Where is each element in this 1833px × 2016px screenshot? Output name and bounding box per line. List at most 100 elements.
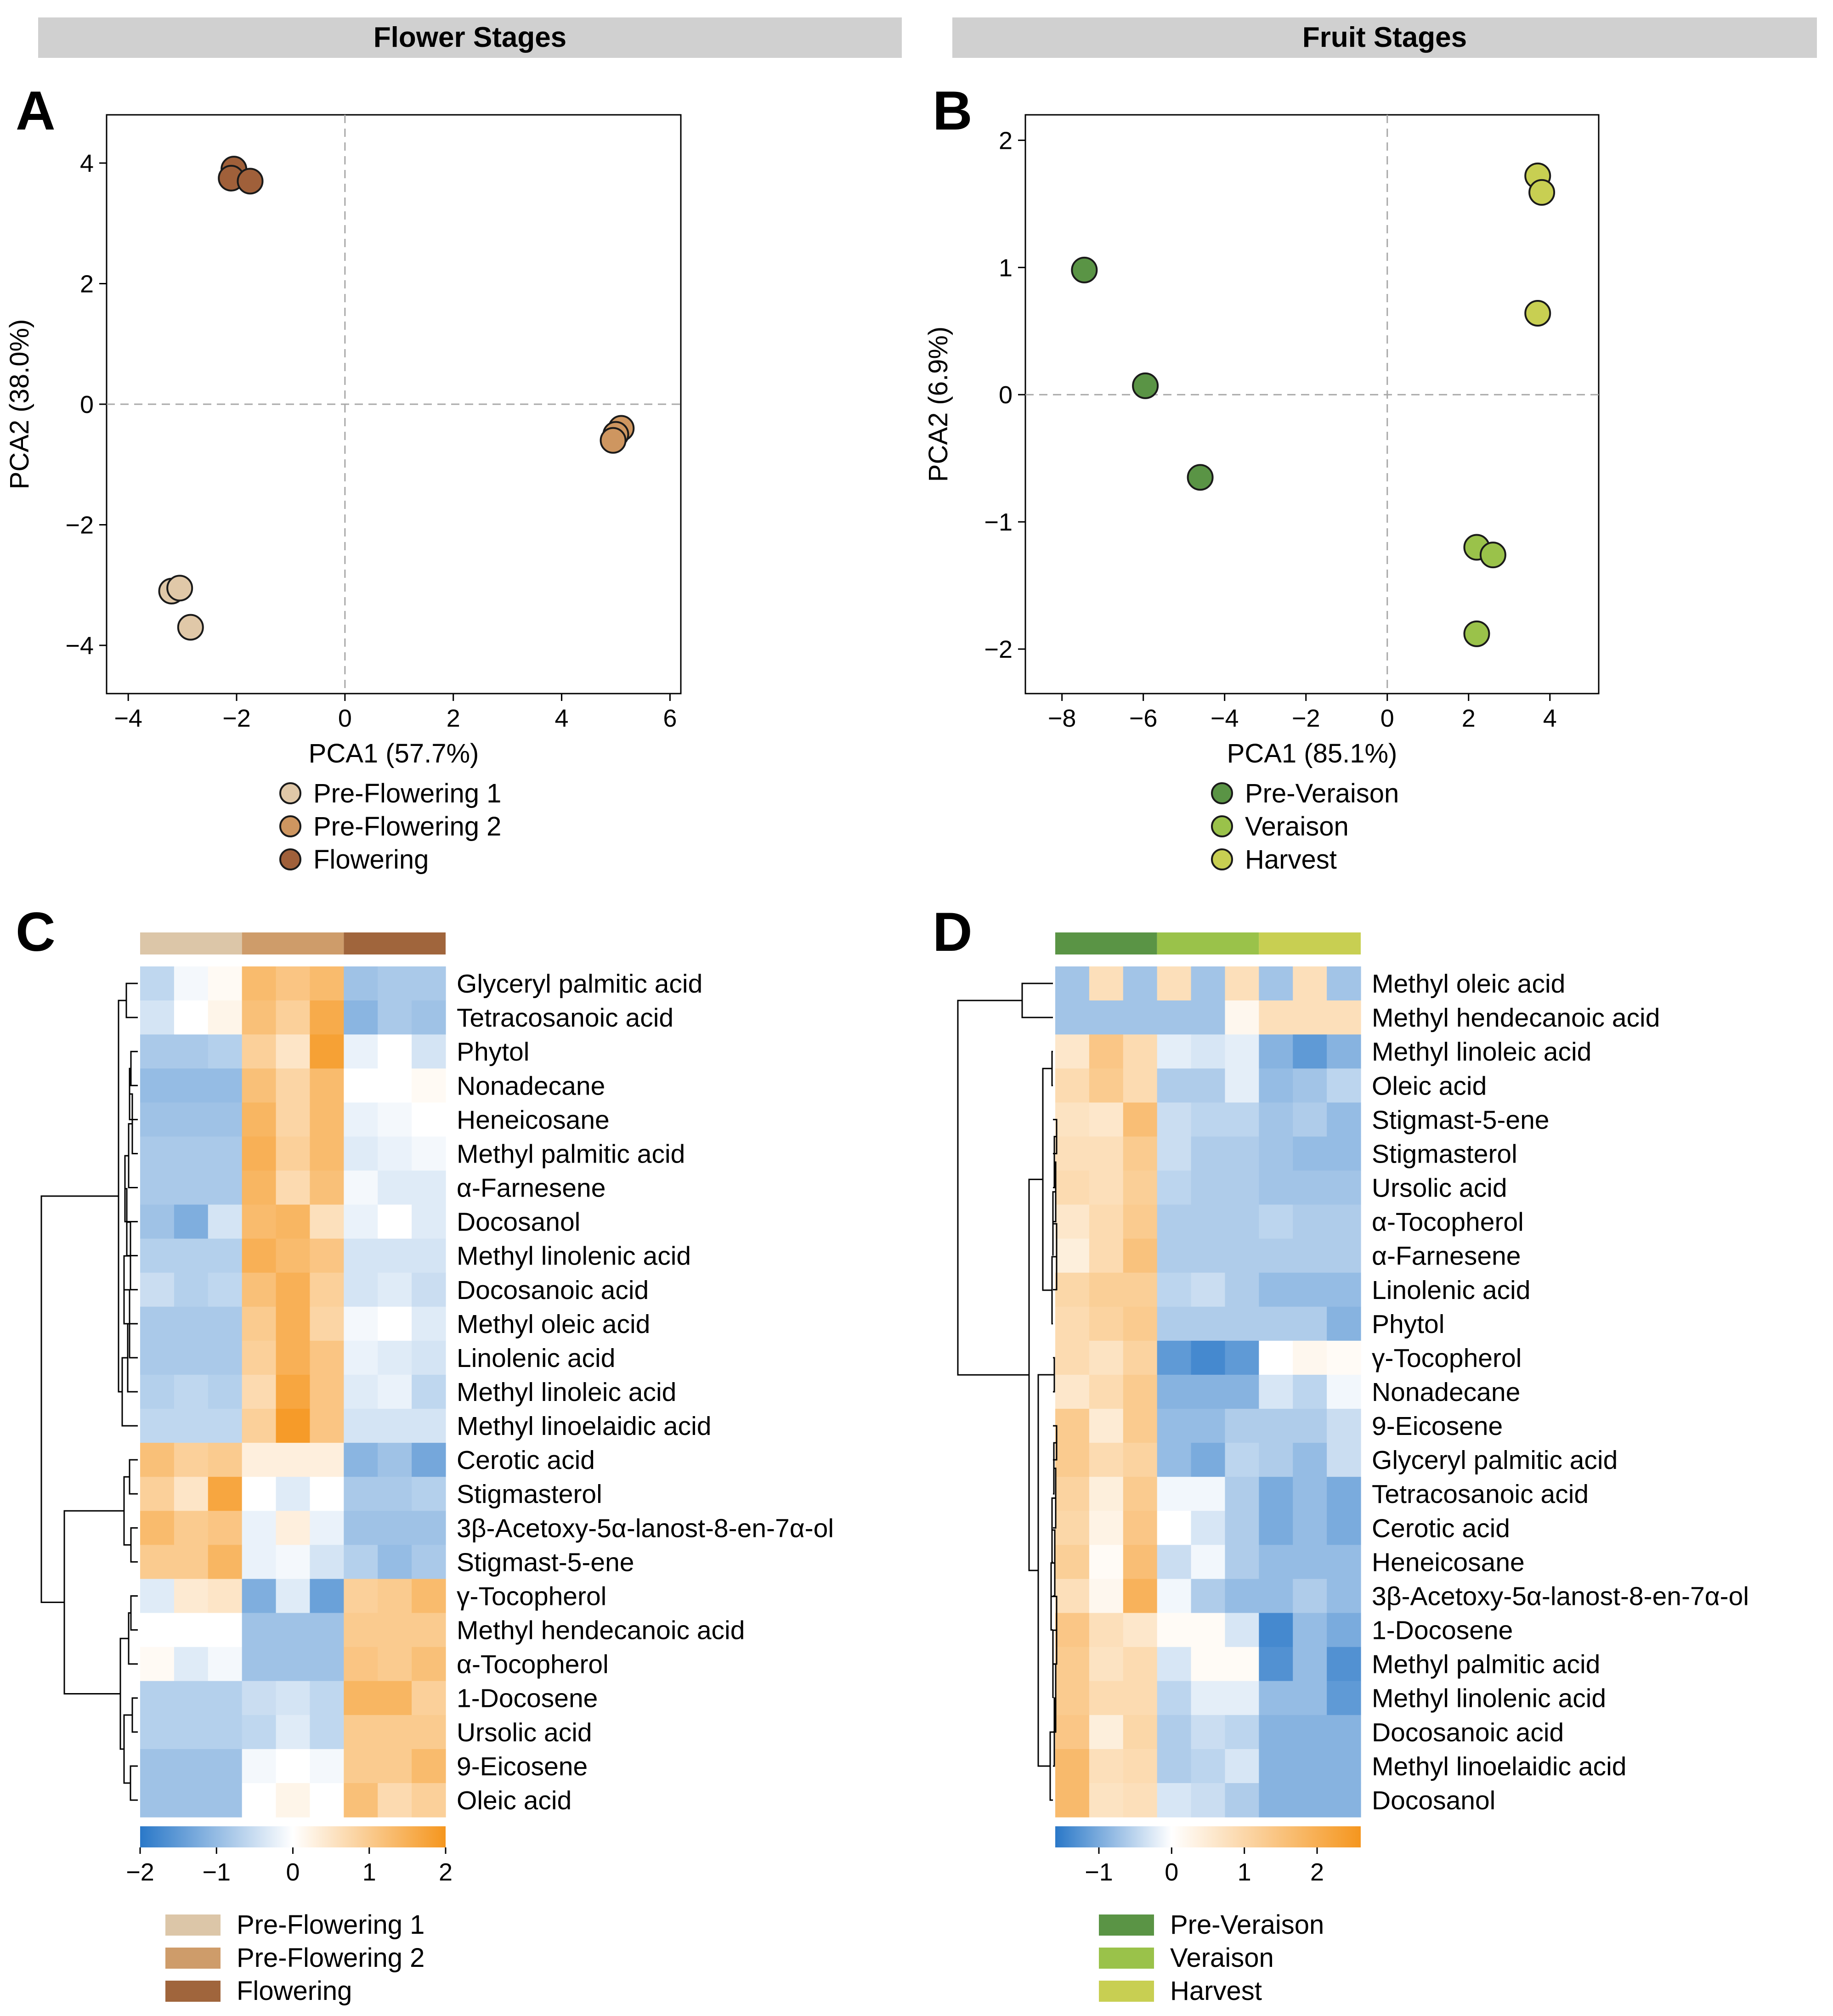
heatmap-cell <box>1259 1647 1293 1682</box>
dendrogram-branch <box>130 1765 138 1801</box>
heatmap-cell <box>208 1613 243 1648</box>
heatmap-cell <box>140 1374 175 1409</box>
heatmap-cell <box>310 1647 344 1682</box>
heatmap-cell <box>1089 1102 1124 1137</box>
heatmap-cell <box>174 1068 209 1103</box>
legend-swatch <box>279 815 301 837</box>
heatmap-cell <box>1293 1613 1327 1648</box>
heatmap-cell <box>242 1579 277 1614</box>
heatmap-cell <box>1191 1238 1226 1273</box>
heatmap-cell <box>1123 1477 1158 1511</box>
heatmap-cell <box>208 1102 243 1137</box>
heatmap-cell <box>378 1681 412 1716</box>
heatmap-cell <box>1157 1068 1192 1103</box>
heatmap-cell <box>140 1579 175 1614</box>
heatmap-cell <box>1327 1511 1361 1545</box>
annotation-bar-cell <box>140 932 242 954</box>
heatmap-cell <box>1055 1034 1090 1069</box>
heatmap-cell <box>1123 1238 1158 1273</box>
heatmap-cell <box>276 1545 311 1580</box>
heatmap-cell <box>344 1170 378 1205</box>
heatmap-cell <box>140 1068 175 1103</box>
heatmap-cell <box>1191 1136 1226 1171</box>
heatmap-cell <box>140 1443 175 1477</box>
heatmap-cell <box>1191 1068 1226 1103</box>
heatmap-cell <box>412 1715 446 1750</box>
colorbar-tick-label: −1 <box>202 1858 231 1886</box>
heatmap-cell <box>378 1170 412 1205</box>
heatmap-cell <box>1089 1374 1124 1409</box>
dendrogram-branch <box>130 1527 138 1563</box>
heatmap-cell <box>412 1000 446 1035</box>
heatmap-cell <box>242 1477 277 1511</box>
heatmap-cell <box>1191 1204 1226 1239</box>
x-tick-label: −2 <box>222 705 251 732</box>
row-label: Heneicosane <box>1372 1547 1525 1577</box>
heatmap-cell <box>1123 1443 1158 1477</box>
heatmap-cell <box>344 1409 378 1443</box>
heatmap-cell <box>140 1272 175 1307</box>
x-tick-label: 6 <box>663 705 677 732</box>
y-tick-label: 0 <box>999 381 1013 409</box>
panel-letter-c: C <box>16 901 56 963</box>
heatmap-cell <box>1191 1579 1226 1614</box>
heatmap-cell <box>1259 1306 1293 1341</box>
heatmap-cell <box>344 1272 378 1307</box>
heatmap-cell <box>1293 966 1327 1001</box>
heatmap-cell <box>1225 1511 1259 1545</box>
x-tick-label: −4 <box>114 705 142 732</box>
heatmap-cell <box>1157 1170 1192 1205</box>
heatmap-cell <box>1259 1034 1293 1069</box>
heatmap-cell <box>1157 1511 1192 1545</box>
heatmap-cell <box>276 1511 311 1545</box>
heatmap-cell <box>310 1715 344 1750</box>
y-tick-label: 4 <box>80 150 94 177</box>
heatmap-cell <box>1225 1715 1259 1750</box>
heatmap-cell <box>174 1783 209 1818</box>
heatmap-cell <box>1089 1477 1124 1511</box>
heatmap-cell <box>1055 1647 1090 1682</box>
panel-letter-a: A <box>16 80 56 141</box>
heatmap-cell <box>1089 1340 1124 1375</box>
x-tick-label: 4 <box>1543 705 1557 732</box>
heatmap-cell <box>1055 1306 1090 1341</box>
heatmap-cell <box>208 1477 243 1511</box>
heatmap-cell <box>1293 1170 1327 1205</box>
heatmap-cell <box>1123 1579 1158 1614</box>
heatmap-cell <box>174 1681 209 1716</box>
heatmap-cell <box>140 1477 175 1511</box>
heatmap-cell <box>140 1409 175 1443</box>
heatmap-cell <box>174 1170 209 1205</box>
heatmap-cell <box>344 1511 378 1545</box>
heatmap-cell <box>1191 1272 1226 1307</box>
heatmap-cell <box>140 1340 175 1375</box>
heatmap-cell <box>1089 1409 1124 1443</box>
dendrogram-branch <box>130 1050 138 1086</box>
heatmap-cell <box>1225 1409 1259 1443</box>
heatmap-cell <box>1293 1340 1327 1375</box>
heatmap-cell <box>412 1545 446 1580</box>
heatmap-cell <box>1259 966 1293 1001</box>
heatmap-cell <box>1191 1374 1226 1409</box>
heatmap-cell <box>1157 1749 1192 1784</box>
heatmap-cell <box>208 1715 243 1750</box>
heatmap-cell <box>1225 1783 1259 1818</box>
heatmap-cell <box>378 1238 412 1273</box>
heatmap-cell <box>1157 1000 1192 1035</box>
heatmap-cell <box>242 1000 277 1035</box>
heatmap-cell <box>1225 1068 1259 1103</box>
heatmap-cell <box>276 1579 311 1614</box>
x-tick-label: −2 <box>1292 705 1320 732</box>
heatmap-cell <box>1089 1000 1124 1035</box>
heatmap-cell <box>276 1477 311 1511</box>
heatmap-cell <box>412 1034 446 1069</box>
heatmap-cell <box>1225 1647 1259 1682</box>
heatmap-cell <box>1293 1409 1327 1443</box>
heatmap-cell <box>344 1238 378 1273</box>
heatmap-cell <box>1055 1749 1090 1784</box>
data-point <box>1187 464 1214 491</box>
heatmap-cell <box>208 1034 243 1069</box>
x-tick-label: −4 <box>1211 705 1239 732</box>
heatmap-cell <box>276 1749 311 1784</box>
heatmap-cell <box>242 1443 277 1477</box>
